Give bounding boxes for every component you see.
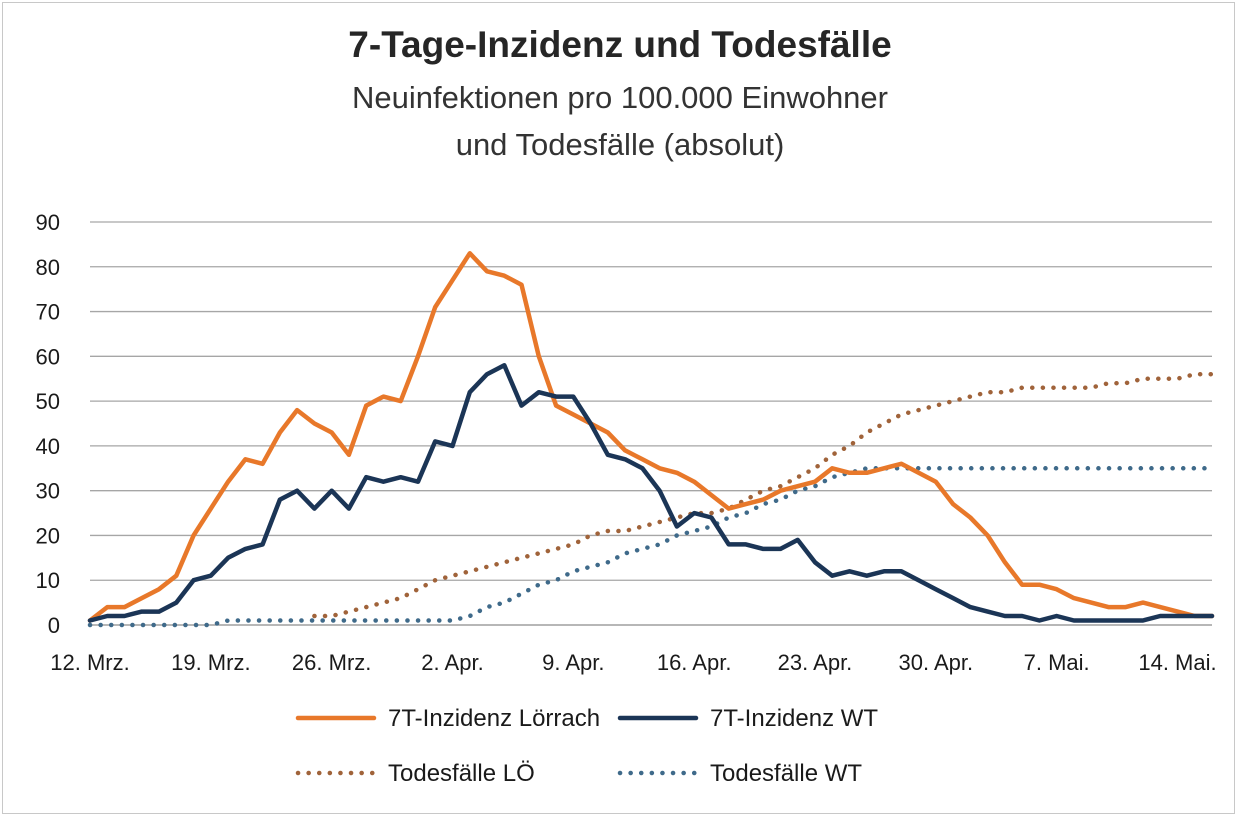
y-tick-label-70: 70: [36, 300, 60, 325]
series-line-0: [87, 251, 1215, 623]
legend-label-0: 7T-Inzidenz Lörrach: [388, 705, 600, 732]
x-tick-label-0: 12. Mrz.: [50, 650, 129, 675]
legend-label-2: Todesfälle LÖ: [388, 760, 535, 787]
series-line-3: [87, 466, 1215, 628]
chart-subtitle-line-2: und Todesfälle (absolut): [455, 127, 785, 162]
x-tick-label-2: 26. Mrz.: [292, 650, 371, 675]
y-tick-label-80: 80: [36, 255, 60, 280]
legend-label-1: 7T-Inzidenz WT: [710, 705, 878, 732]
chart-title: 7-Tage-Inzidenz und Todesfälle: [348, 24, 892, 65]
chart-subtitle-line-1: Neuinfektionen pro 100.000 Einwohner: [352, 80, 888, 115]
y-tick-label-90: 90: [36, 210, 60, 235]
x-tick-label-5: 16. Apr.: [657, 650, 732, 675]
series-line-2: [312, 371, 1215, 619]
y-tick-label-0: 0: [48, 613, 60, 638]
x-tick-label-3: 2. Apr.: [421, 650, 483, 675]
legend-label-3: Todesfälle WT: [710, 760, 862, 787]
series-lines: [87, 251, 1215, 628]
x-tick-label-8: 7. Mai.: [1024, 650, 1090, 675]
y-tick-label-20: 20: [36, 523, 60, 548]
x-tick-label-6: 23. Apr.: [778, 650, 853, 675]
y-tick-label-60: 60: [36, 344, 60, 369]
x-tick-label-7: 30. Apr.: [899, 650, 974, 675]
x-tick-label-4: 9. Apr.: [542, 650, 604, 675]
gridlines: [90, 221, 1212, 626]
x-tick-label-9: 14. Mai.: [1138, 650, 1216, 675]
series-line-1: [87, 363, 1215, 623]
y-axis-ticks: 0 10 20 30 40 50 60 70 80 90: [36, 210, 60, 638]
legend: 7T-Inzidenz Lörrach 7T-Inzidenz WT Todesfä…: [295, 705, 878, 787]
x-axis-ticks: 12. Mrz. 19. Mrz. 26. Mrz. 2. Apr. 9. Apr. 16…: [50, 650, 1216, 675]
y-tick-label-10: 10: [36, 568, 60, 593]
y-tick-label-40: 40: [36, 434, 60, 459]
y-tick-label-30: 30: [36, 479, 60, 504]
x-tick-label-1: 19. Mrz.: [171, 650, 250, 675]
y-tick-label-50: 50: [36, 389, 60, 414]
